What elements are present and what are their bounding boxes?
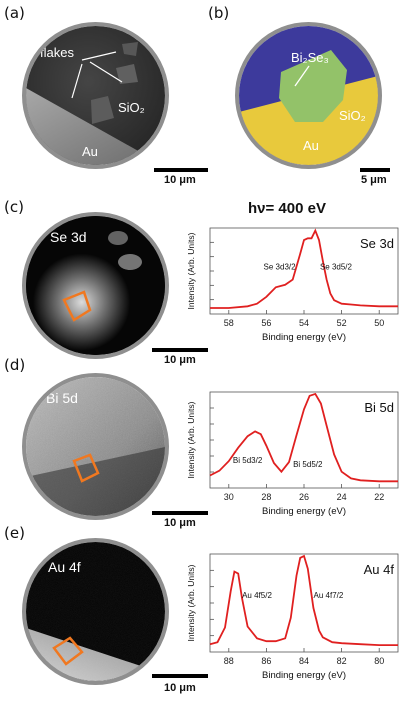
peak-annotation: Bi 5d5/2 xyxy=(293,460,323,469)
spectrum-bi5d: 30 28 26 24 22 Bi 5d Bi 5d3/2 Bi 5d5/2 Binding e… xyxy=(186,391,399,517)
panel-e-label: (e) xyxy=(4,524,25,542)
x-axis-label: Binding energy (eV) xyxy=(262,506,346,517)
x-tick-label: 22 xyxy=(374,492,384,502)
bi2se3-flake xyxy=(279,50,347,122)
roi-marker-c xyxy=(62,290,92,322)
panel-e-micrograph: Au 4f xyxy=(22,538,169,685)
scale-bar-d xyxy=(152,511,208,515)
x-tick-label: 26 xyxy=(299,492,309,502)
panel-c-label: (c) xyxy=(4,198,24,216)
x-tick-label: 56 xyxy=(261,318,271,328)
x-axis-label: Binding energy (eV) xyxy=(262,670,346,681)
micrograph-e-svg: Au 4f xyxy=(26,542,165,681)
y-axis-label: Intensity (Arb. Units) xyxy=(186,564,196,641)
x-tick-label: 80 xyxy=(374,656,384,666)
sio2-label-b: SiO₂ xyxy=(339,108,366,123)
panel-d-micrograph: Bi 5d xyxy=(22,373,169,520)
micrograph-b-svg: Bi₂Se₃ SiO₂ Au xyxy=(239,26,378,165)
photon-energy-label: hν= 400 eV xyxy=(248,200,326,217)
flake-shape xyxy=(122,42,138,56)
spectrum-line xyxy=(210,228,398,309)
flake-shape xyxy=(116,64,138,84)
x-tick-label: 54 xyxy=(299,318,309,328)
flake-shape xyxy=(91,96,114,124)
au-label-a: Au xyxy=(82,144,98,159)
scale-label-a: 10 μm xyxy=(164,174,196,186)
panel-a-label: (a) xyxy=(4,4,25,22)
roi-marker-e xyxy=(52,636,84,666)
panel-b-label: (b) xyxy=(208,4,230,22)
scale-bar-c xyxy=(152,348,208,352)
panel-c-micrograph: Se 3d xyxy=(22,212,169,359)
peak-annotation: Se 3d5/2 xyxy=(320,262,353,271)
scale-label-d: 10 μm xyxy=(164,517,196,529)
sio2-label-a: SiO₂ xyxy=(118,100,145,115)
scale-label-e: 10 μm xyxy=(164,682,196,694)
flakes-label: flakes xyxy=(40,45,74,60)
x-tick-label: 30 xyxy=(224,492,234,502)
x-tick-label: 24 xyxy=(337,492,347,502)
scale-bar-e xyxy=(152,674,208,678)
micrograph-d-svg: Bi 5d xyxy=(26,377,165,516)
peak-annotation: Au 4f5/2 xyxy=(242,591,272,600)
x-tick-label: 82 xyxy=(337,656,347,666)
x-tick-label: 84 xyxy=(299,656,309,666)
x-tick-label: 28 xyxy=(261,492,271,502)
image-label-d: Bi 5d xyxy=(46,390,78,406)
spectrum-title: Se 3d xyxy=(360,236,394,251)
panel-b-micrograph: Bi₂Se₃ SiO₂ Au xyxy=(235,22,382,169)
au-label-b: Au xyxy=(303,138,319,153)
spectrum-au4f: 88 86 84 82 80 Au 4f Au 4f5/2 Au 4f7/2 Binding e… xyxy=(186,553,399,681)
image-label-c: Se 3d xyxy=(50,229,87,245)
spectrum-se3d: 58 56 54 52 50 Se 3d Se 3d3/2 Se 3d5/2 Binding e… xyxy=(186,227,399,343)
micrograph-c-svg: Se 3d xyxy=(26,216,165,355)
scale-label-c: 10 μm xyxy=(164,354,196,366)
scale-bar-b xyxy=(360,168,390,172)
y-axis-label: Intensity (Arb. Units) xyxy=(186,232,196,309)
spectrum-line xyxy=(209,392,398,483)
panel-d-label: (d) xyxy=(4,356,26,374)
spectrum-title: Au 4f xyxy=(364,562,395,577)
panel-a-micrograph: flakes SiO₂ Au xyxy=(22,22,169,169)
roi-marker-d xyxy=(72,453,100,483)
x-axis-label: Binding energy (eV) xyxy=(262,332,346,343)
scale-bar-a xyxy=(154,168,208,172)
peak-annotation: Au 4f7/2 xyxy=(314,591,344,600)
micrograph-a-svg: flakes SiO₂ Au xyxy=(26,26,165,165)
x-tick-label: 50 xyxy=(374,318,384,328)
bi2se3-label: Bi₂Se₃ xyxy=(291,50,329,65)
x-tick-label: 58 xyxy=(224,318,234,328)
x-tick-label: 52 xyxy=(337,318,347,328)
image-label-e: Au 4f xyxy=(48,559,81,575)
peak-annotation: Bi 5d3/2 xyxy=(233,456,263,465)
scale-label-b: 5 μm xyxy=(361,174,387,186)
y-axis-label: Intensity (Arb. Units) xyxy=(186,401,196,478)
x-tick-label: 88 xyxy=(224,656,234,666)
se-emission-glow xyxy=(26,216,165,355)
peak-annotation: Se 3d3/2 xyxy=(264,262,297,271)
spectrum-line xyxy=(209,554,398,646)
spectrum-title: Bi 5d xyxy=(364,400,394,415)
x-tick-label: 86 xyxy=(261,656,271,666)
